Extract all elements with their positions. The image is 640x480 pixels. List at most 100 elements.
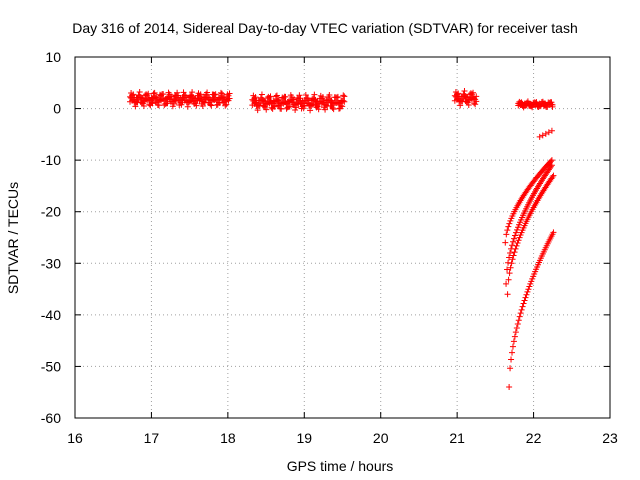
y-tick-label: -60 xyxy=(41,410,61,426)
data-point xyxy=(542,130,549,137)
data-point xyxy=(515,224,522,231)
data-point xyxy=(550,229,557,236)
data-point xyxy=(506,254,513,261)
data-point xyxy=(528,278,535,285)
data-point xyxy=(508,260,515,267)
data-point xyxy=(329,104,336,111)
data-point xyxy=(517,310,524,317)
series-tash-band-2 xyxy=(249,91,348,114)
data-point xyxy=(549,103,556,110)
data-point xyxy=(132,103,139,110)
data-point xyxy=(516,234,523,241)
series-tash-curve-c xyxy=(503,162,555,287)
data-point xyxy=(511,249,518,256)
data-point xyxy=(505,276,512,283)
data-point xyxy=(273,92,280,99)
series-tash-band-3 xyxy=(451,87,480,109)
data-point xyxy=(502,239,509,246)
data-point xyxy=(208,102,215,109)
data-point xyxy=(506,270,513,277)
data-point xyxy=(472,101,479,108)
x-tick-label: 20 xyxy=(373,430,389,446)
data-point xyxy=(140,102,147,109)
data-point xyxy=(149,100,156,107)
data-point xyxy=(514,320,521,327)
data-point xyxy=(518,306,525,313)
data-point xyxy=(539,132,546,139)
data-point xyxy=(282,93,289,100)
data-point xyxy=(323,102,330,109)
data-point xyxy=(254,107,261,114)
x-tick-label: 21 xyxy=(449,430,465,446)
y-tick-labels: 10 0 -10 -20 -30 -40 -50 -60 xyxy=(41,49,61,426)
data-point xyxy=(307,107,314,114)
data-point xyxy=(505,259,512,266)
data-point xyxy=(457,102,464,109)
data-point xyxy=(333,94,340,101)
data-point xyxy=(519,303,526,310)
data-point xyxy=(339,103,346,110)
y-tick-label: -30 xyxy=(41,255,61,271)
data-point xyxy=(319,94,326,101)
x-tick-labels: 16 17 18 19 20 21 22 23 xyxy=(67,430,618,446)
data-point xyxy=(334,93,341,100)
series-tash-curve-d xyxy=(506,229,557,391)
data-point xyxy=(520,300,527,307)
data-point xyxy=(549,174,556,181)
series-tash-curve-a xyxy=(502,157,555,246)
data-point xyxy=(507,217,514,224)
data-point xyxy=(252,94,259,101)
data-point xyxy=(330,106,337,113)
data-point xyxy=(263,106,270,113)
data-point xyxy=(523,291,530,298)
data-point xyxy=(513,324,520,331)
data-point xyxy=(302,91,309,98)
y-tick-label: -20 xyxy=(41,204,61,220)
x-tick-label: 17 xyxy=(144,430,160,446)
data-point xyxy=(309,101,316,108)
data-point xyxy=(504,227,511,234)
data-point xyxy=(508,356,515,363)
data-point xyxy=(155,102,162,109)
data-point xyxy=(548,162,555,169)
series-tash-band-4 xyxy=(515,98,556,111)
data-point xyxy=(271,103,278,110)
plot-frame xyxy=(74,56,611,419)
data-point xyxy=(511,333,518,340)
data-point xyxy=(505,223,512,230)
data-point xyxy=(223,101,230,108)
data-point xyxy=(340,97,347,104)
data-point xyxy=(510,252,517,259)
data-point xyxy=(512,232,519,239)
chart-title: Day 316 of 2014, Sidereal Day-to-day VTE… xyxy=(72,20,578,36)
data-point xyxy=(267,93,274,100)
data-point xyxy=(311,91,318,98)
x-tick-label: 16 xyxy=(67,430,83,446)
x-tick-label: 22 xyxy=(526,430,542,446)
data-point xyxy=(322,106,329,113)
data-point xyxy=(503,231,510,238)
y-tick-label: -50 xyxy=(41,358,61,374)
data-point xyxy=(511,235,518,242)
data-point xyxy=(341,98,348,105)
data-point xyxy=(536,133,543,140)
data-point xyxy=(258,91,265,98)
data-point xyxy=(315,106,322,113)
data-point xyxy=(272,93,279,100)
data-point xyxy=(547,163,554,170)
data-point xyxy=(222,102,229,109)
data-point xyxy=(550,172,557,179)
data-point xyxy=(164,100,171,107)
data-point xyxy=(515,317,522,324)
data-point xyxy=(340,92,347,99)
x-tick-label: 19 xyxy=(296,430,312,446)
data-point xyxy=(512,329,519,336)
data-point xyxy=(507,365,514,372)
data-point xyxy=(514,226,521,233)
data-point xyxy=(548,157,555,164)
data-point xyxy=(318,95,325,102)
data-point xyxy=(338,102,345,109)
data-point xyxy=(193,102,200,109)
